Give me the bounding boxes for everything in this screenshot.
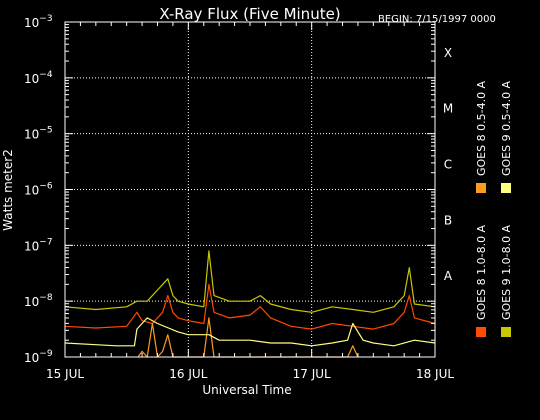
begin-label: BEGIN: 7/15/1997 0000 [378,14,496,25]
series-line [64,317,436,347]
y-tick-label: 10−5 [24,126,53,142]
y-axis-title: Watts meter2 [1,149,15,231]
x-axis-ticks: 15 JUL 16 JUL 17 JUL 18 JUL [46,22,454,381]
x-tick-label: 16 JUL [169,367,207,381]
flare-class-label: B [444,213,452,227]
legend-label: GOES 8 0.5-4.0 A [475,80,488,176]
y-tick-label: 10−7 [24,237,53,253]
y-tick-label: 10−6 [24,182,53,198]
y-tick-label: 10−4 [24,70,53,86]
x-tick-label: 15 JUL [46,367,84,381]
flare-class-labels: A B C M X [443,46,453,283]
chart-title: X-Ray Flux (Five Minute) [159,5,340,23]
y-tick-label: 10−9 [24,349,53,365]
legend-swatch [501,327,511,337]
x-axis-title: Universal Time [202,383,291,397]
flare-class-label: X [444,46,452,60]
legend-swatch [476,327,486,337]
y-tick-label: 10−3 [24,14,53,30]
legend: GOES 8 1.0-8.0 A GOES 8 0.5-4.0 A GOES 9 1… [475,80,513,337]
y-axis-ticks: 10−9 10−8 10−7 10−6 10−5 10−4 10−3 [24,14,435,365]
series-line [137,317,359,358]
flare-class-label: C [444,158,452,172]
y-tick-label: 10−8 [24,293,53,309]
x-tick-label: 17 JUL [293,367,331,381]
legend-swatch [501,183,511,193]
x-tick-label: 18 JUL [416,367,454,381]
grid-lines [65,22,435,357]
series-line [64,283,436,330]
flare-class-label: A [444,269,453,283]
legend-label: GOES 9 0.5-4.0 A [500,80,513,176]
legend-swatch [476,183,486,193]
legend-label: GOES 8 1.0-8.0 A [475,224,488,320]
flare-class-label: M [443,102,453,116]
legend-label: GOES 9 1.0-8.0 A [500,224,513,320]
series-line [64,250,436,313]
series-lines [64,250,436,358]
